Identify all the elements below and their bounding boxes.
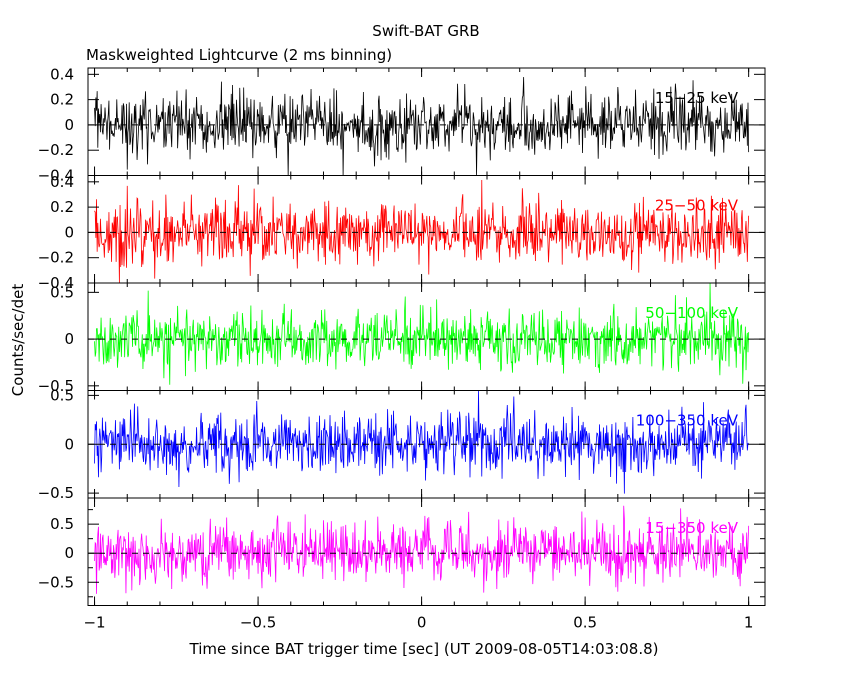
y-tick-label: −0.2 — [38, 141, 74, 159]
y-tick-label: 0 — [64, 544, 74, 562]
series-line — [94, 390, 749, 494]
series-line — [94, 180, 750, 284]
band-label: 15−25 keV — [655, 89, 739, 107]
y-tick-label: 0 — [64, 223, 74, 241]
y-tick-label: 0.4 — [50, 173, 74, 191]
y-tick-label: 0 — [64, 116, 74, 134]
panel-3: 0.5 0 −0.5 50−100 keV — [38, 282, 766, 395]
y-axis-label: Counts/sec/det — [9, 284, 27, 397]
band-label: 15−350 keV — [645, 519, 738, 537]
panel-1: 0.4 0.2 0 −0.2 −0.4 15−25 keV — [38, 65, 766, 185]
y-tick-label: −0.4 — [38, 274, 74, 292]
x-tick-label: 0.5 — [573, 614, 597, 632]
x-tick-label: 0 — [417, 614, 427, 632]
series-line — [94, 505, 750, 594]
y-tick-label: 0 — [64, 330, 74, 348]
y-tick-label: 0.2 — [50, 91, 74, 109]
panel-5: 0.5 0 −0.5 15−350 keV — [38, 497, 766, 606]
panel-4: 0.5 0 −0.5 100−350 keV — [38, 386, 766, 502]
chart-title: Swift-BAT GRB — [372, 22, 479, 40]
series-line — [94, 77, 750, 176]
chart-subtitle: Maskweighted Lightcurve (2 ms binning) — [86, 46, 392, 64]
y-tick-label: 0.4 — [50, 65, 74, 83]
y-tick-label: 0.5 — [50, 515, 74, 533]
panels-group: 0.4 0.2 0 −0.2 −0.4 15−25 keV 0.4 0.2 0 −0.2 −0.4 2… — [38, 65, 766, 632]
y-tick-label: 0 — [64, 435, 74, 453]
band-label: 100−350 keV — [636, 412, 739, 430]
x-tick-label: 1 — [744, 614, 754, 632]
panel-frame — [87, 497, 766, 606]
y-tick-label: −0.5 — [38, 484, 74, 502]
band-label: 25−50 keV — [655, 197, 739, 215]
series-line — [94, 282, 750, 385]
y-tick-label: 0.2 — [50, 198, 74, 216]
y-tick-label: 0.5 — [50, 386, 74, 404]
y-tick-label: −0.5 — [38, 573, 74, 591]
y-tick-label: −0.4 — [38, 167, 74, 185]
y-tick-label: −0.2 — [38, 249, 74, 267]
band-label: 50−100 keV — [645, 304, 738, 322]
panel-2: 0.4 0.2 0 −0.2 −0.4 25−50 keV — [38, 173, 766, 292]
y-tick-label: −0.5 — [38, 377, 74, 395]
x-tick-label: −0.5 — [240, 614, 276, 632]
x-tick-label: −1 — [83, 614, 105, 632]
x-axis-label: Time since BAT trigger time [sec] (UT 20… — [189, 640, 659, 658]
y-tick-label: 0.5 — [50, 283, 74, 301]
